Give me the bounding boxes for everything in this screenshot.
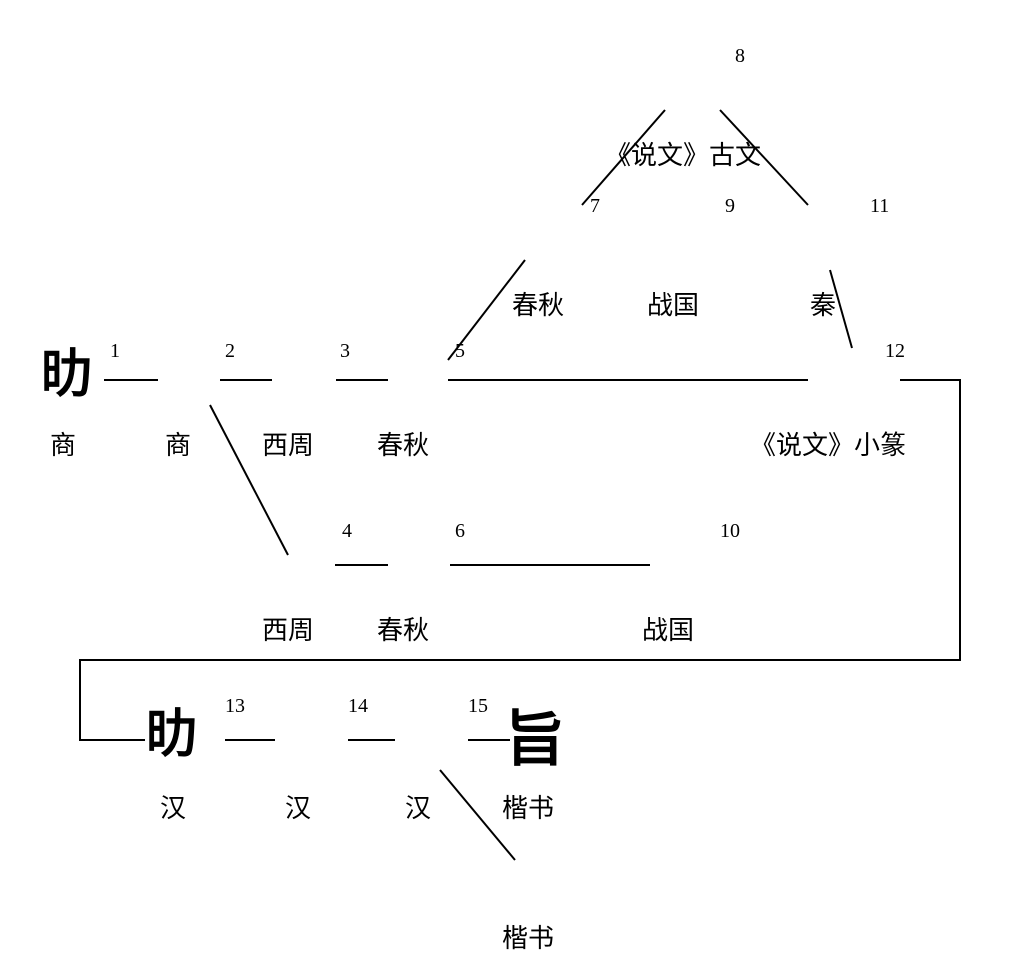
node-label: 汉 [405,788,431,825]
node-number: 12 [885,340,905,363]
node-number: 14 [348,695,368,718]
node-number: 3 [340,340,350,363]
node-number: 7 [590,195,600,218]
node-label: 商 [165,425,191,462]
node-number: 2 [225,340,235,363]
node-label: 商 [50,425,76,462]
node-number: 6 [455,520,465,543]
node-number: 8 [735,45,745,68]
glyph: 㫑 [145,710,197,762]
evolution-diagram: 㫑1商𭥔2商𣅌3西周𣅭5春秋𣅌4西周𭥝6春秋𭥝10战国𭥔7春秋𭥝9战国𭥔11秦𣅀… [0,0,1021,927]
node-label: 春秋 [377,610,429,647]
node-number: 5 [455,340,465,363]
node-number: 1 [110,340,120,363]
node-number: 9 [725,195,735,218]
node-label: 楷书 [502,788,554,825]
node-number: 11 [870,195,889,218]
node-label: 汉 [160,788,186,825]
node-label: 西周 [262,425,314,462]
node-label: 《说文》古文 [605,135,761,172]
node-label: 秦 [810,285,836,322]
node-number: 4 [342,520,352,543]
node-label: 《说文》小篆 [750,425,906,462]
node-label: 春秋 [512,285,564,322]
node-number: 15 [468,695,488,718]
node-label: 楷书 [502,918,554,955]
node-number: 13 [225,695,245,718]
node-label: 西周 [262,610,314,647]
node-number: 10 [720,520,740,543]
glyph: 旨 [505,710,565,770]
glyph: 㫑 [40,350,92,402]
node-label: 汉 [285,788,311,825]
node-label: 战国 [642,610,694,647]
node-label: 战国 [647,285,699,322]
node-label: 春秋 [377,425,429,462]
